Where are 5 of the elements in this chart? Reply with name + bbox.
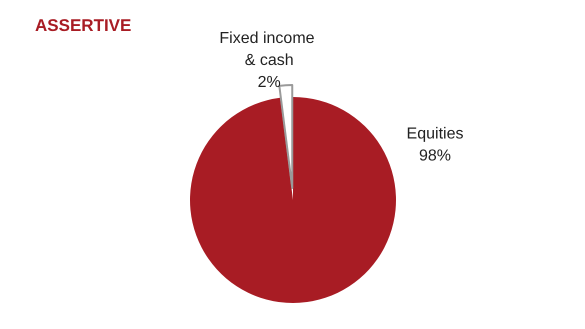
chart-title: ASSERTIVE — [35, 16, 132, 35]
data-label: 2% — [258, 74, 281, 91]
slice-label: Fixed income & cash — [219, 30, 320, 69]
data-label: 98% — [418, 148, 452, 164]
slice-label: Equities — [406, 126, 464, 142]
